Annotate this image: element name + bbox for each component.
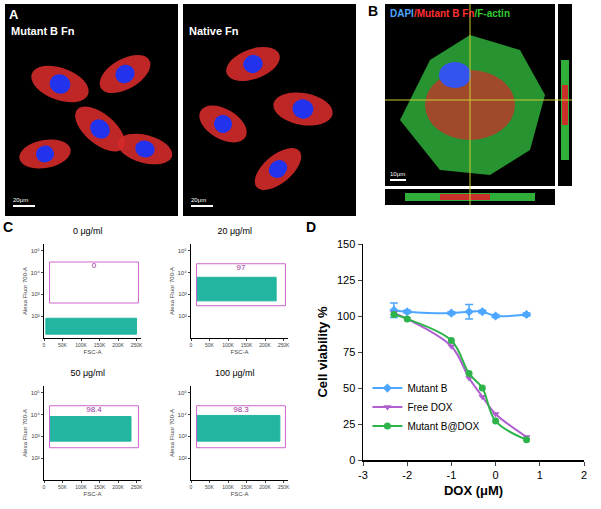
svg-text:150K: 150K	[94, 342, 106, 348]
svg-text:10³: 10³	[178, 433, 187, 439]
svg-text:200K: 200K	[259, 484, 271, 490]
svg-text:250K: 250K	[131, 484, 143, 490]
svg-text:10⁴: 10⁴	[31, 270, 41, 276]
svg-text:10²: 10²	[31, 455, 40, 461]
svg-text:FSC-A: FSC-A	[231, 491, 249, 497]
svg-text:20μm: 20μm	[13, 197, 28, 203]
svg-text:25: 25	[343, 418, 355, 430]
svg-text:150K: 150K	[241, 484, 253, 490]
svg-text:10³: 10³	[31, 291, 40, 297]
svg-text:1: 1	[537, 469, 543, 481]
svg-text:150: 150	[337, 238, 355, 250]
svg-text:0: 0	[43, 484, 46, 490]
svg-text:97: 97	[237, 263, 246, 272]
svg-text:10²: 10²	[178, 455, 187, 461]
svg-text:50 μg/ml: 50 μg/ml	[70, 368, 105, 378]
svg-text:Alexa Fluor 700-A: Alexa Fluor 700-A	[22, 409, 28, 457]
svg-text:-2: -2	[402, 469, 412, 481]
svg-text:10⁵: 10⁵	[178, 248, 188, 254]
svg-text:100K: 100K	[222, 342, 234, 348]
svg-text:B: B	[368, 3, 378, 19]
svg-text:200K: 200K	[112, 342, 124, 348]
svg-text:50K: 50K	[205, 484, 215, 490]
html-text:C: C	[3, 219, 14, 235]
svg-text:0: 0	[349, 454, 355, 466]
svg-text:-1: -1	[447, 469, 457, 481]
svg-text:Native Fn: Native Fn	[189, 25, 239, 37]
svg-text:Free DOX: Free DOX	[407, 402, 452, 413]
svg-text:0: 0	[190, 484, 193, 490]
svg-text:10μm: 10μm	[390, 171, 405, 177]
svg-text:Cell viability %: Cell viability %	[315, 306, 330, 397]
svg-text:FSC-A: FSC-A	[231, 349, 249, 355]
svg-text:50: 50	[343, 382, 355, 394]
svg-text:250K: 250K	[278, 484, 290, 490]
svg-text:DAPI/Mutant B Fn/F-actin: DAPI/Mutant B Fn/F-actin	[390, 8, 510, 19]
svg-text:0: 0	[92, 261, 97, 270]
svg-text:10⁴: 10⁴	[178, 412, 188, 418]
svg-text:150K: 150K	[94, 484, 106, 490]
svg-text:Alexa Fluor 700-A: Alexa Fluor 700-A	[22, 267, 28, 315]
svg-text:-3: -3	[358, 469, 368, 481]
svg-text:50K: 50K	[58, 342, 68, 348]
svg-text:FSC-A: FSC-A	[84, 349, 102, 355]
svg-text:10⁴: 10⁴	[178, 270, 188, 276]
svg-text:98.4: 98.4	[86, 405, 102, 414]
svg-text:150K: 150K	[241, 342, 253, 348]
svg-text:75: 75	[343, 346, 355, 358]
svg-text:10³: 10³	[178, 291, 187, 297]
svg-text:10⁵: 10⁵	[31, 390, 41, 396]
html-text:D: D	[306, 219, 317, 235]
svg-text:10⁵: 10⁵	[31, 248, 41, 254]
svg-text:Mutant B: Mutant B	[407, 383, 447, 394]
svg-text:200K: 200K	[112, 484, 124, 490]
svg-text:10²: 10²	[178, 313, 187, 319]
svg-text:Mutant B Fn: Mutant B Fn	[11, 25, 75, 37]
svg-text:100: 100	[337, 310, 355, 322]
svg-text:Alexa Fluor 700-A: Alexa Fluor 700-A	[169, 267, 175, 315]
svg-text:0: 0	[43, 342, 46, 348]
svg-text:100 μg/ml: 100 μg/ml	[215, 368, 255, 378]
svg-text:50K: 50K	[58, 484, 68, 490]
svg-text:0: 0	[493, 469, 499, 481]
svg-text:Mutant B@DOX: Mutant B@DOX	[407, 421, 479, 432]
svg-text:98.3: 98.3	[233, 405, 249, 414]
svg-text:100K: 100K	[222, 484, 234, 490]
svg-text:0: 0	[190, 342, 193, 348]
svg-text:2: 2	[581, 469, 587, 481]
svg-text:200K: 200K	[259, 342, 271, 348]
svg-text:100K: 100K	[75, 342, 87, 348]
svg-text:50K: 50K	[205, 342, 215, 348]
svg-text:10³: 10³	[31, 433, 40, 439]
svg-text:10⁴: 10⁴	[31, 412, 41, 418]
svg-text:DOX (μM): DOX (μM)	[444, 483, 503, 498]
svg-text:0 μg/ml: 0 μg/ml	[73, 226, 103, 236]
svg-text:10²: 10²	[31, 313, 40, 319]
svg-text:A: A	[9, 7, 19, 22]
svg-text:125: 125	[337, 274, 355, 286]
svg-text:FSC-A: FSC-A	[84, 491, 102, 497]
svg-text:100K: 100K	[75, 484, 87, 490]
svg-text:20μm: 20μm	[191, 197, 206, 203]
svg-text:250K: 250K	[278, 342, 290, 348]
svg-text:20 μg/ml: 20 μg/ml	[217, 226, 252, 236]
svg-text:250K: 250K	[131, 342, 143, 348]
svg-text:Alexa Fluor 700-A: Alexa Fluor 700-A	[169, 409, 175, 457]
svg-text:10⁵: 10⁵	[178, 390, 188, 396]
